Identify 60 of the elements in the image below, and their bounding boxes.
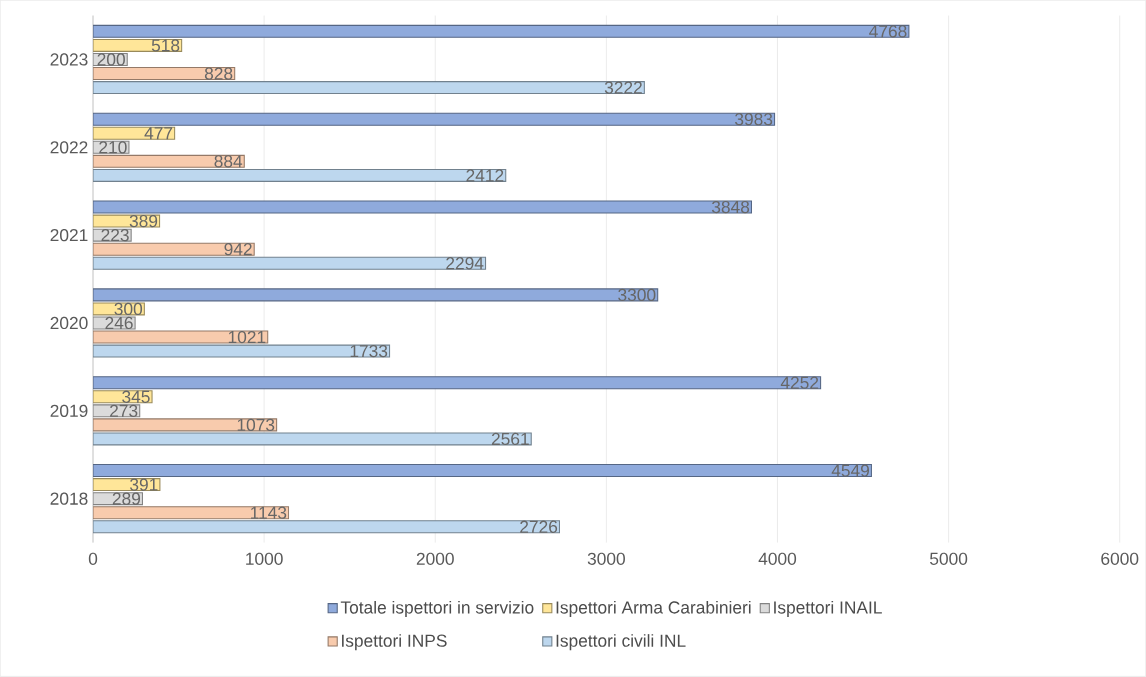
bar bbox=[93, 330, 269, 344]
data-label: 518 bbox=[151, 39, 180, 52]
bar bbox=[93, 81, 645, 95]
y-tick-label: 2023 bbox=[50, 53, 88, 66]
data-label: 4768 bbox=[869, 25, 907, 38]
x-tick-label: 0 bbox=[88, 552, 98, 566]
y-tick-label: 2018 bbox=[50, 492, 88, 505]
data-label: 2294 bbox=[446, 257, 484, 270]
bar bbox=[93, 418, 278, 432]
x-tick-label: 2000 bbox=[416, 552, 454, 566]
data-label: 4549 bbox=[831, 464, 869, 477]
data-label: 3848 bbox=[711, 201, 750, 214]
bar bbox=[93, 520, 561, 534]
x-tick-label: 1000 bbox=[246, 552, 283, 566]
bar bbox=[93, 112, 776, 126]
legend-label: Ispettori INPS bbox=[342, 634, 447, 651]
legend-label: Ispettori civili INL bbox=[556, 634, 686, 651]
data-label: 1733 bbox=[350, 345, 388, 358]
bar bbox=[93, 155, 245, 169]
data-label: 1073 bbox=[237, 418, 275, 432]
y-tick-label: 2020 bbox=[50, 316, 88, 330]
bar bbox=[93, 464, 872, 478]
y-tick-label: 2021 bbox=[50, 229, 88, 242]
data-label: 477 bbox=[144, 127, 173, 140]
x-tick-label: 3000 bbox=[587, 552, 625, 566]
data-label: 828 bbox=[204, 67, 233, 80]
data-label: 3222 bbox=[604, 81, 642, 94]
x-tick-label: 5000 bbox=[929, 552, 968, 566]
legend-label: Ispettori Arma Carabinieri bbox=[556, 601, 751, 618]
legend-label: Totale ispettori in servizio bbox=[340, 601, 534, 618]
x-tick-label: 4000 bbox=[758, 552, 797, 566]
data-label: 2561 bbox=[491, 432, 529, 446]
bar bbox=[93, 506, 290, 520]
data-label: 4252 bbox=[780, 376, 819, 390]
data-label: 1143 bbox=[251, 506, 287, 520]
data-label: 300 bbox=[114, 302, 143, 316]
data-label: 210 bbox=[99, 141, 127, 154]
data-label: 2726 bbox=[520, 520, 558, 534]
bar bbox=[93, 242, 255, 256]
data-label: 246 bbox=[105, 316, 133, 330]
legend-label: Ispettori INAIL bbox=[774, 601, 882, 618]
data-label: 273 bbox=[110, 404, 138, 418]
data-label: 223 bbox=[101, 229, 129, 242]
data-label: 942 bbox=[224, 243, 252, 256]
data-label: 3300 bbox=[618, 288, 656, 302]
data-label: 200 bbox=[97, 53, 125, 66]
bar bbox=[93, 25, 910, 39]
data-label: 884 bbox=[214, 155, 243, 168]
data-label: 391 bbox=[130, 478, 158, 491]
y-tick-label: 2022 bbox=[50, 141, 88, 154]
bar bbox=[93, 67, 236, 81]
data-label: 289 bbox=[112, 492, 141, 505]
bar bbox=[93, 376, 822, 390]
data-label: 2412 bbox=[466, 169, 504, 182]
data-label: 1021 bbox=[228, 331, 266, 344]
x-tick-label: 6000 bbox=[1101, 552, 1139, 566]
data-label: 3983 bbox=[735, 113, 773, 126]
data-label: 345 bbox=[122, 390, 150, 404]
data-label: 389 bbox=[129, 215, 158, 228]
y-tick-label: 2019 bbox=[50, 404, 88, 418]
